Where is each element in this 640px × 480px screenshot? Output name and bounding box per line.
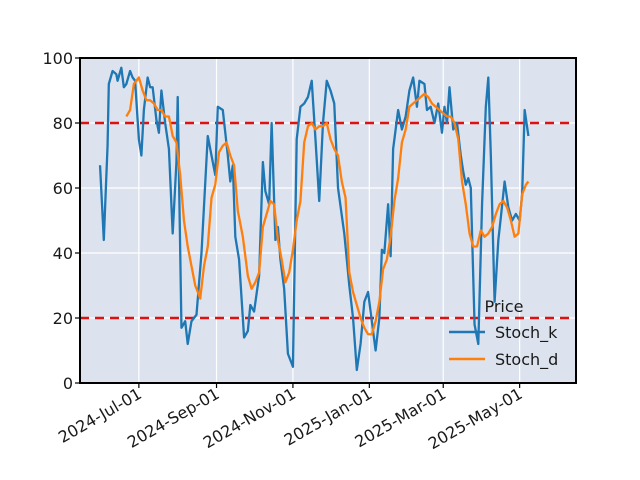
legend-label-stoch-k: Stoch_k	[495, 323, 558, 343]
series-lines	[98, 66, 530, 372]
plot-frame	[79, 57, 577, 384]
legend-title: Price	[484, 297, 523, 316]
y-tick-label: 20	[53, 309, 73, 328]
y-tick-label: 100	[42, 49, 73, 68]
legend: Price Stoch_k Stoch_d	[449, 297, 558, 370]
y-tick-label: 40	[53, 244, 73, 263]
y-axis: 0 20 40 60 80 100	[42, 49, 80, 393]
reference-lines	[80, 121, 576, 320]
y-tick-label: 60	[53, 179, 73, 198]
y-tick-label: 0	[63, 374, 73, 393]
y-tick-label: 80	[53, 114, 73, 133]
x-axis: 2024-Jul-012024-Sep-012024-Nov-012025-Ja…	[55, 383, 526, 453]
legend-label-stoch-d: Stoch_d	[495, 350, 558, 370]
series-line-stoch-d	[125, 76, 530, 336]
series-line-stoch-k	[98, 66, 530, 372]
